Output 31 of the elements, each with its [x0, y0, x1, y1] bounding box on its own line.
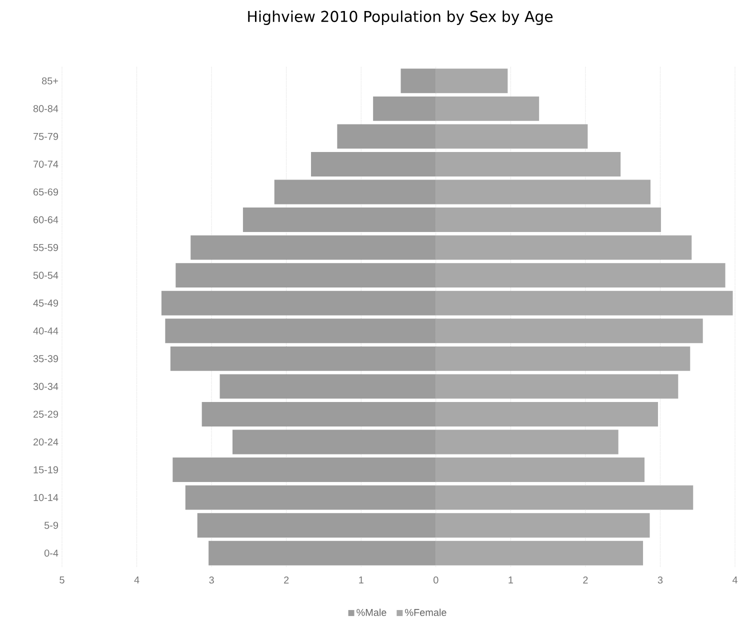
y-tick-label: 5-9 [44, 522, 58, 529]
x-tick-label: 1 [508, 576, 513, 584]
y-tick-label: 85+ [42, 77, 58, 84]
legend-label: %Female [405, 608, 446, 616]
y-tick-label: 80-84 [33, 105, 58, 112]
y-tick-label: 55-59 [33, 244, 58, 252]
x-tick-label: 1 [359, 576, 364, 584]
x-tick-label: 3 [658, 576, 663, 584]
x-tick-label: 4 [134, 576, 140, 584]
y-tick-label: 60-64 [34, 216, 58, 224]
x-tick-label: 3 [209, 576, 214, 584]
chart-title: Highview 2010 Population by Sex by Age [248, 10, 553, 25]
y-tick-label: 70-74 [34, 160, 58, 168]
x-tick-label: 2 [583, 576, 588, 584]
x-tick-label: 2 [284, 576, 289, 584]
x-tick-label: 5 [60, 576, 64, 584]
y-tick-label: 0-4 [44, 550, 58, 557]
y-tick-label: 25-29 [34, 410, 58, 418]
y-tick-label: 45-49 [33, 300, 58, 307]
y-tick-label: 65-69 [34, 188, 58, 196]
y-tick-label: 20-24 [34, 438, 58, 446]
y-tick-label: 75-79 [34, 132, 58, 140]
legend-label: %Male [356, 608, 386, 616]
y-tick-label: 40-44 [33, 327, 58, 334]
y-tick-label: 15-19 [34, 466, 58, 474]
y-tick-label: 30-34 [33, 382, 58, 390]
x-tick-label: 4 [732, 576, 738, 584]
y-tick-label: 10-14 [34, 494, 58, 502]
y-tick-label: 50-54 [33, 272, 58, 279]
y-tick-label: 35-39 [33, 355, 58, 362]
x-tick-label: 0 [434, 576, 438, 584]
